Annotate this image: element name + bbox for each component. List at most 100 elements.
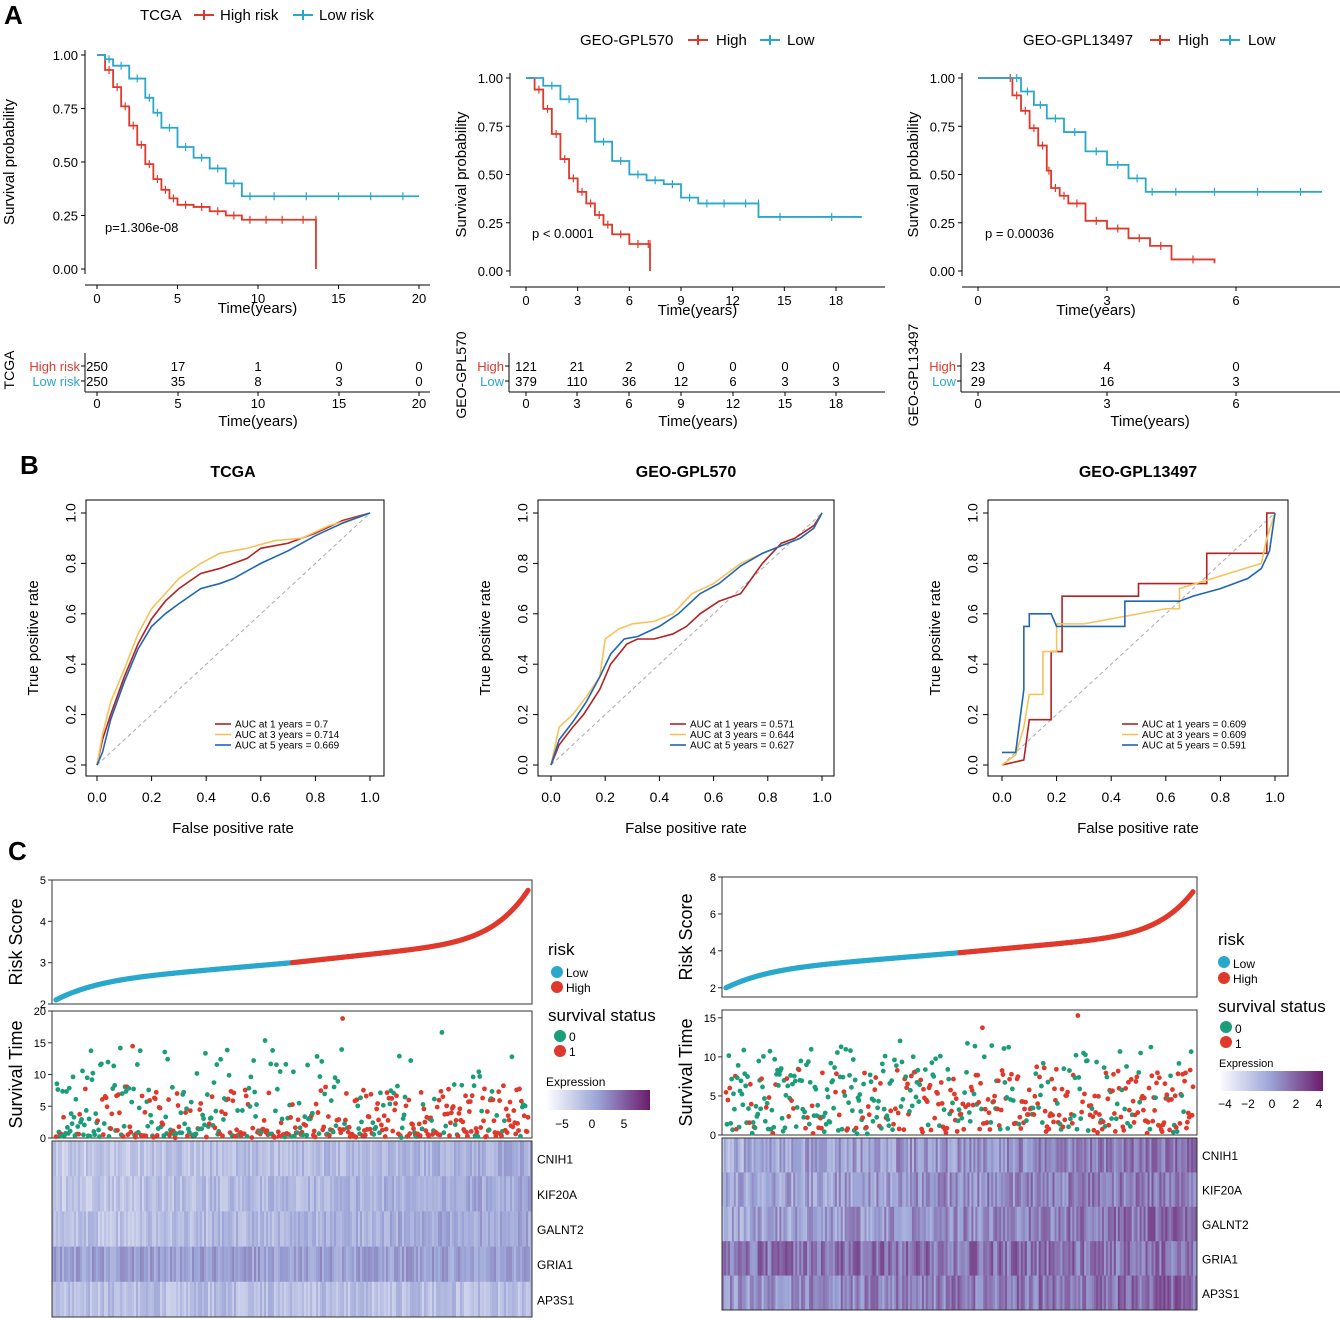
heatmap-cell [326,1211,329,1247]
survival-point [173,1131,179,1137]
roc-curve-5y [96,512,371,766]
heatmap-cell [906,1275,909,1311]
survival-point [165,1056,171,1062]
roc-frame [537,499,835,777]
heatmap-cell [727,1172,731,1208]
risk-table-cell: 0 [781,359,788,374]
heatmap-cell [824,1206,828,1242]
heatmap-cell [965,1241,968,1276]
survival-point [724,1121,730,1127]
heatmap-cell [414,1141,417,1177]
heatmap-cell [830,1241,834,1276]
heatmap-cell [955,1206,958,1242]
heatmap-cell [480,1141,483,1177]
heatmap-cell [898,1138,901,1173]
survival-point [981,1054,987,1060]
heatmap-cell [498,1141,501,1177]
heatmap-cell [352,1246,355,1283]
survival-point [226,1072,232,1078]
survival-point [790,1106,796,1111]
survival-point [955,1118,961,1124]
heatmap-cell [138,1246,141,1283]
status-legend-title: survival status [548,1006,656,1025]
heatmap-cell [858,1138,861,1173]
heatmap-cell [268,1246,271,1283]
heatmap-cell [767,1206,770,1242]
heatmap-cell [1046,1172,1049,1208]
heatmap-cell [224,1281,227,1318]
heatmap-cell [376,1281,379,1318]
x-tick-label: 0.8 [306,789,326,805]
heatmap-cell [749,1275,753,1311]
heatmap-cell [933,1241,937,1276]
survival-point [76,1131,82,1137]
survival-point [1056,1112,1062,1118]
heatmap-cell [498,1246,501,1283]
heatmap-cell [408,1246,411,1283]
survival-point [278,1120,284,1126]
heatmap-cell [1173,1206,1176,1242]
km-legend-low-label: Low risk [319,7,375,24]
heatmap-cell [1096,1138,1099,1173]
survival-point [163,1114,169,1120]
survival-point [470,1074,476,1080]
heatmap-cell [182,1246,185,1283]
heatmap-cell [398,1176,401,1212]
heatmap-cell [868,1241,871,1276]
heatmap-cell [991,1241,994,1276]
survival-point [471,1083,477,1089]
heatmap-cell [514,1246,517,1283]
heatmap-cell [913,1275,917,1311]
heatmap-cell [78,1281,81,1318]
heatmap-cell [817,1206,820,1242]
heatmap-cell [348,1141,351,1177]
heatmap-cell [184,1141,187,1177]
roc-plot-tcga: TCGA0.00.00.20.20.40.40.60.60.80.81.01.0… [25,464,385,837]
heatmap-cell [480,1176,483,1212]
survival-point [467,1099,473,1104]
survival-point [838,1044,844,1050]
heatmap-cell [506,1176,509,1212]
survival-point [1155,1070,1160,1076]
heatmap-cell [763,1241,766,1276]
heatmap-frame [721,1137,1198,1311]
heatmap-cell [144,1176,147,1212]
heatmap-cell [868,1275,871,1311]
heatmap-cell [336,1246,339,1283]
survival-point [338,1130,344,1136]
survival-point [760,1084,765,1090]
heatmap-cell [252,1246,255,1283]
heatmap-cell [769,1172,772,1208]
heatmap-cell [919,1206,923,1242]
heatmap-cell [106,1176,109,1212]
survival-point [518,1133,523,1139]
heatmap-cell [775,1172,778,1208]
heatmap-cell [817,1172,820,1208]
heatmap-cell [236,1246,239,1283]
heatmap-cell [360,1141,363,1177]
heatmap-cell [757,1241,761,1276]
heatmap-cell [973,1172,976,1208]
survival-point [185,1133,190,1139]
heatmap-cell [134,1141,137,1177]
heatmap-cell [813,1241,816,1276]
heatmap-cell [1173,1275,1176,1311]
heatmap-cell [805,1206,808,1242]
heatmap-cell [486,1211,489,1247]
heatmap-cell [723,1206,727,1242]
heatmap-cell [240,1176,243,1212]
heatmap-cell [276,1281,279,1318]
heatmap-cell [1020,1206,1024,1242]
heatmap-cell [1052,1138,1055,1173]
survival-point [524,1129,530,1135]
heatmap-cell [1010,1172,1014,1208]
gene-label: KIF20A [1202,1184,1242,1198]
survival-point [440,1094,446,1100]
heatmap-cell [1107,1241,1111,1276]
heatmap-cell [1052,1275,1055,1311]
heatmap-cell [134,1211,137,1247]
heatmap-cell [294,1211,297,1247]
heatmap-cell [862,1172,865,1208]
heatmap-cell [985,1206,988,1242]
heatmap-cell [174,1176,177,1212]
